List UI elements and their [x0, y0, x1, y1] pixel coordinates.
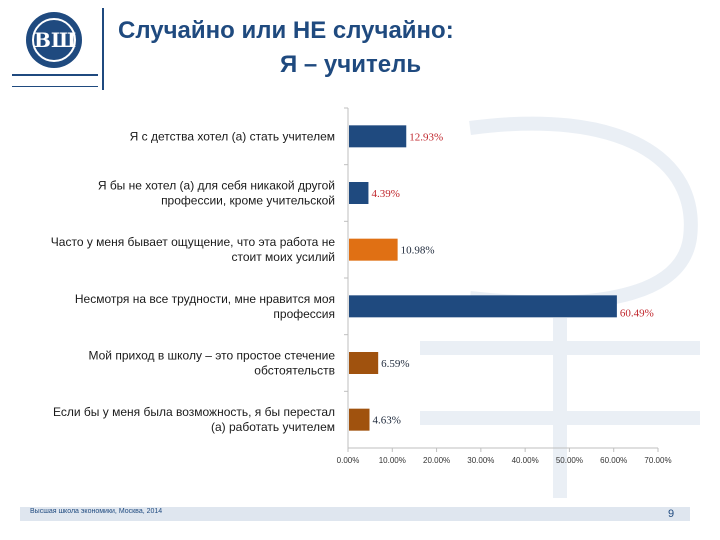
logo-caption — [12, 74, 98, 87]
category-label: Мой приход в школу – это простое стечени… — [89, 349, 336, 378]
data-label: 60.49% — [620, 307, 654, 319]
bar — [349, 352, 379, 374]
bar — [349, 125, 407, 148]
category-label: Часто у меня бывает ощущение, что эта ра… — [51, 235, 336, 264]
x-tick-label: 70.00% — [644, 456, 671, 465]
data-label: 12.93% — [409, 131, 443, 143]
category-label: Я с детства хотел (а) стать учителем — [130, 129, 335, 143]
category-label: Несмотря на все трудности, мне нравится … — [75, 292, 335, 321]
category-label: Если бы у меня была возможность, я бы пе… — [53, 405, 335, 434]
x-tick-label: 40.00% — [512, 456, 539, 465]
slide-header: ВШ Случайно или НЕ случайно: Я – учитель — [0, 0, 720, 98]
header-divider — [102, 8, 104, 90]
category-label: Я бы не хотел (а) для себя никакой друго… — [98, 179, 335, 208]
bar — [349, 295, 617, 318]
x-tick-label: 30.00% — [467, 456, 494, 465]
title-line-2: Я – учитель — [280, 51, 422, 78]
x-tick-label: 60.00% — [600, 456, 627, 465]
slide-title: Случайно или НЕ случайно: Я – учитель — [118, 14, 678, 82]
data-label: 4.63% — [373, 415, 401, 427]
bar — [349, 408, 370, 431]
x-tick-label: 20.00% — [423, 456, 450, 465]
footer-text: Высшая школа экономики, Москва, 2014 — [30, 508, 163, 515]
bar — [349, 238, 398, 261]
x-tick-label: 50.00% — [556, 456, 583, 465]
x-tick-label: 0.00% — [337, 456, 360, 465]
title-line-1: Случайно или НЕ случайно: — [118, 17, 454, 44]
bar — [349, 182, 369, 204]
hse-logo-icon: ВШ — [26, 12, 82, 68]
data-label: 6.59% — [381, 358, 409, 370]
hse-logo: ВШ — [12, 8, 98, 94]
page-number: 9 — [668, 508, 675, 520]
data-label: 4.39% — [371, 188, 399, 200]
x-tick-label: 10.00% — [379, 456, 406, 465]
data-label: 10.98% — [401, 245, 435, 257]
footer-bar — [20, 507, 690, 521]
